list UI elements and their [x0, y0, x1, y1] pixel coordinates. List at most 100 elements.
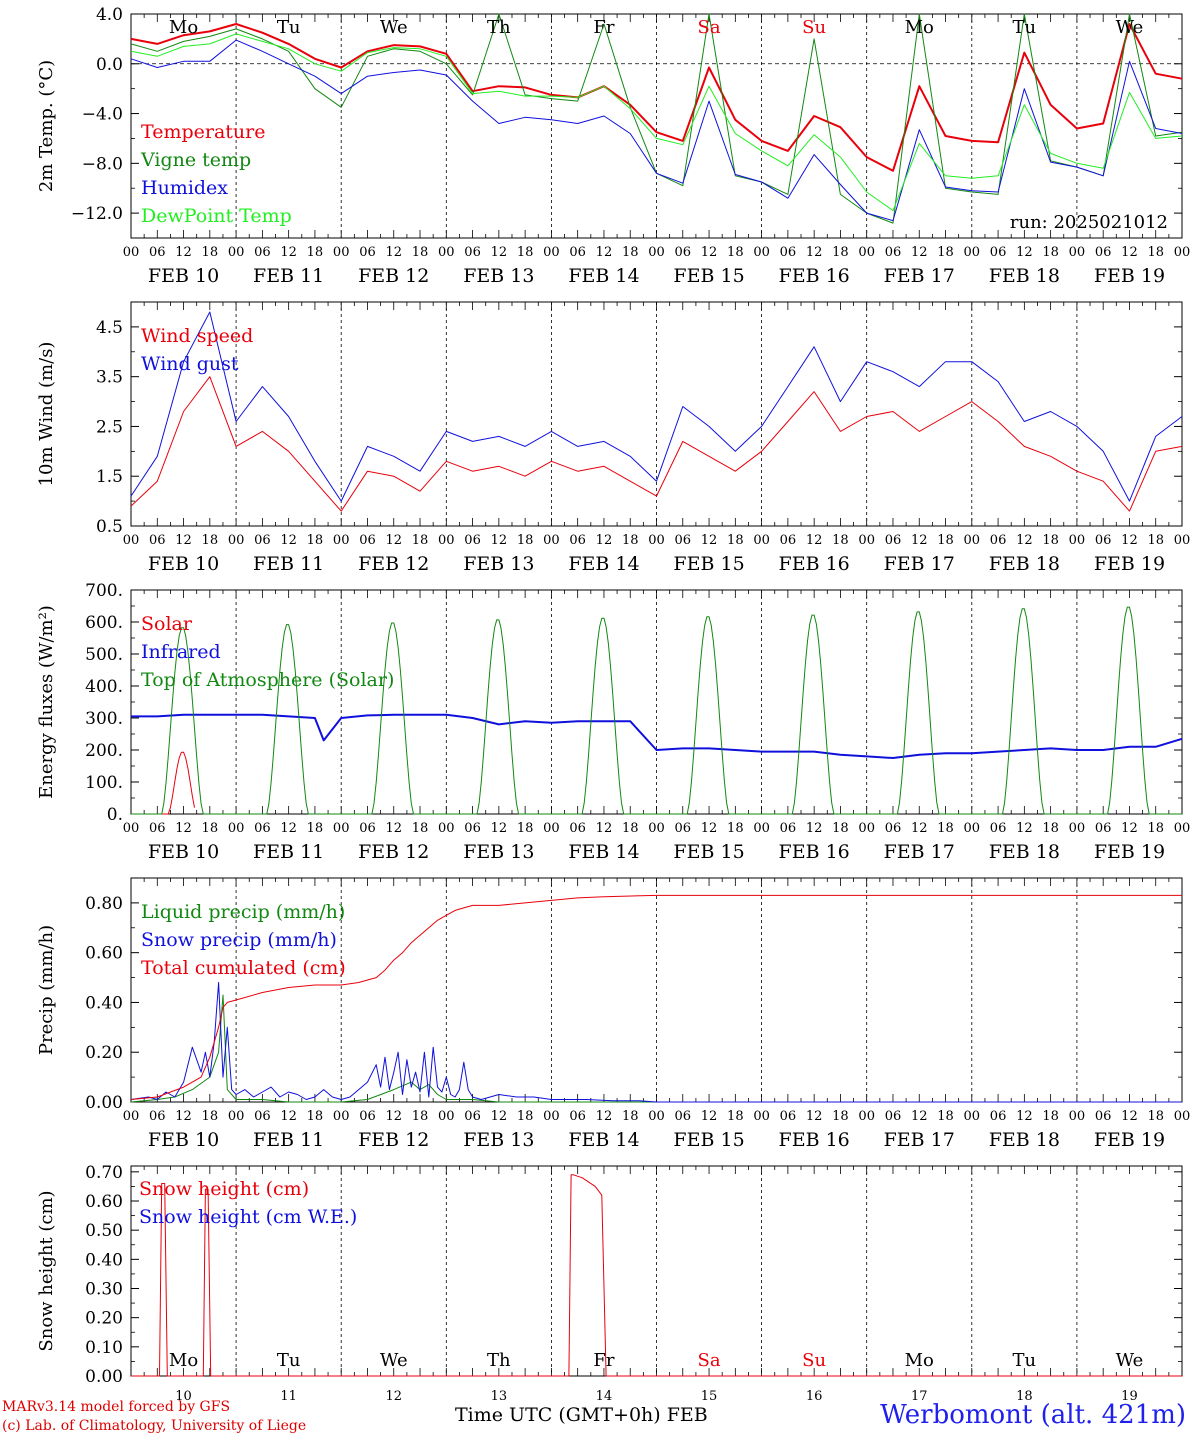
credit-line: (c) Lab. of Climatology, University of L… — [2, 1418, 307, 1434]
y-tick-label: 3.5 — [96, 368, 123, 388]
hour-tick-label: 00 — [123, 821, 140, 836]
hour-tick-label: 00 — [228, 245, 245, 260]
legend-entry: Snow height (cm) — [139, 1178, 309, 1200]
date-label: FEB 19 — [1094, 265, 1165, 287]
hour-tick-label: 00 — [964, 533, 981, 548]
hour-tick-label: 06 — [675, 245, 692, 260]
hour-tick-label: 18 — [727, 245, 744, 260]
hour-tick-label: 12 — [1121, 245, 1138, 260]
weekday-label: Mo — [169, 1350, 198, 1371]
hour-tick-label: 12 — [385, 533, 402, 548]
hour-tick-label: 12 — [806, 1109, 823, 1124]
hour-tick-label: 12 — [385, 821, 402, 836]
hour-tick-label: 18 — [937, 245, 954, 260]
series-line — [130, 39, 1183, 222]
y-axis-label: 10m Wind (m/s) — [36, 342, 57, 487]
hour-tick-label: 06 — [780, 1109, 797, 1124]
weekday-label: Sa — [698, 1350, 721, 1371]
hour-tick-label: 12 — [701, 533, 718, 548]
series-line — [130, 982, 1182, 1103]
date-label: FEB 12 — [358, 265, 429, 287]
hour-tick-label: 12 — [491, 533, 508, 548]
legend-entry: Humidex — [141, 177, 228, 199]
hour-tick-label: 18 — [202, 533, 219, 548]
day-number-label: 16 — [806, 1389, 823, 1404]
hour-tick-label: 00 — [228, 1109, 245, 1124]
y-tick-label: 2.5 — [96, 417, 123, 437]
hour-tick-label: 18 — [832, 821, 849, 836]
weekday-label: Fr — [593, 1350, 614, 1371]
hour-tick-label: 00 — [964, 821, 981, 836]
y-tick-label: 0.70 — [85, 1163, 123, 1183]
time-axis-label: Time UTC (GMT+0h) FEB — [455, 1404, 708, 1426]
day-number-label: 17 — [911, 1389, 928, 1404]
date-label: FEB 13 — [463, 841, 534, 863]
date-label: FEB 16 — [779, 553, 850, 575]
hour-tick-label: 18 — [1147, 533, 1164, 548]
series-line — [131, 751, 195, 815]
hour-tick-label: 18 — [1042, 245, 1059, 260]
hour-tick-label: 18 — [1147, 821, 1164, 836]
hour-tick-label: 00 — [438, 821, 455, 836]
date-label: FEB 12 — [358, 553, 429, 575]
hour-tick-label: 00 — [964, 245, 981, 260]
series-line — [131, 713, 1183, 759]
date-label: FEB 15 — [673, 1129, 744, 1151]
hour-tick-label: 00 — [648, 821, 665, 836]
hour-tick-label: 12 — [280, 821, 297, 836]
hour-tick-label: 00 — [1069, 1109, 1086, 1124]
hour-tick-label: 00 — [858, 245, 875, 260]
hour-tick-label: 06 — [990, 1109, 1007, 1124]
hour-tick-label: 18 — [517, 821, 534, 836]
legend-entry: Total cumulated (cm) — [141, 957, 346, 979]
hour-tick-label: 12 — [491, 821, 508, 836]
day-number-label: 15 — [701, 1389, 718, 1404]
hour-tick-label: 12 — [806, 245, 823, 260]
date-label: FEB 11 — [253, 841, 324, 863]
date-label: FEB 13 — [463, 553, 534, 575]
hour-tick-label: 18 — [202, 821, 219, 836]
hour-tick-label: 18 — [1147, 1109, 1164, 1124]
hour-tick-label: 06 — [675, 821, 692, 836]
hour-tick-label: 00 — [438, 245, 455, 260]
legend-entry: Wind speed — [141, 325, 253, 347]
hour-tick-label: 00 — [228, 533, 245, 548]
hour-tick-label: 06 — [254, 1109, 271, 1124]
date-label: FEB 18 — [989, 841, 1060, 863]
hour-tick-label: 06 — [464, 245, 481, 260]
weekday-label: Su — [802, 17, 826, 38]
hour-tick-label: 06 — [254, 245, 271, 260]
hour-tick-label: 06 — [359, 821, 376, 836]
hour-tick-label: 18 — [622, 1109, 639, 1124]
hour-tick-label: 06 — [149, 533, 166, 548]
hour-tick-label: 06 — [464, 1109, 481, 1124]
hour-tick-label: 06 — [1095, 245, 1112, 260]
hour-tick-label: 00 — [333, 245, 350, 260]
y-tick-label: 600. — [85, 613, 123, 633]
hour-tick-label: 06 — [359, 245, 376, 260]
legend-entry: Vigne temp — [140, 149, 251, 171]
date-label: FEB 17 — [884, 265, 955, 287]
date-label: FEB 14 — [568, 553, 639, 575]
hour-tick-label: 00 — [1174, 1109, 1191, 1124]
date-label: FEB 10 — [148, 1129, 219, 1151]
legend-entry: DewPoint Temp — [141, 205, 292, 227]
hour-tick-label: 00 — [438, 533, 455, 548]
hour-tick-label: 00 — [1174, 821, 1191, 836]
y-tick-label: 0.00 — [85, 1093, 123, 1113]
day-number-label: 12 — [385, 1389, 402, 1404]
plot-frame — [130, 589, 1183, 815]
hour-tick-label: 18 — [1147, 245, 1164, 260]
hour-tick-label: 18 — [307, 245, 324, 260]
hour-tick-label: 06 — [885, 1109, 902, 1124]
date-label: FEB 18 — [989, 265, 1060, 287]
series-line — [130, 33, 1183, 212]
date-label: FEB 15 — [673, 553, 744, 575]
hour-tick-label: 06 — [149, 245, 166, 260]
model-credit: MARv3.14 model forced by GFS (c) Lab. of… — [2, 1398, 306, 1436]
hour-tick-label: 00 — [753, 1109, 770, 1124]
legend-entry: Temperature — [141, 121, 265, 143]
hour-tick-label: 06 — [780, 533, 797, 548]
hour-tick-label: 00 — [648, 533, 665, 548]
legend-entry: Snow precip (mm/h) — [141, 929, 337, 951]
